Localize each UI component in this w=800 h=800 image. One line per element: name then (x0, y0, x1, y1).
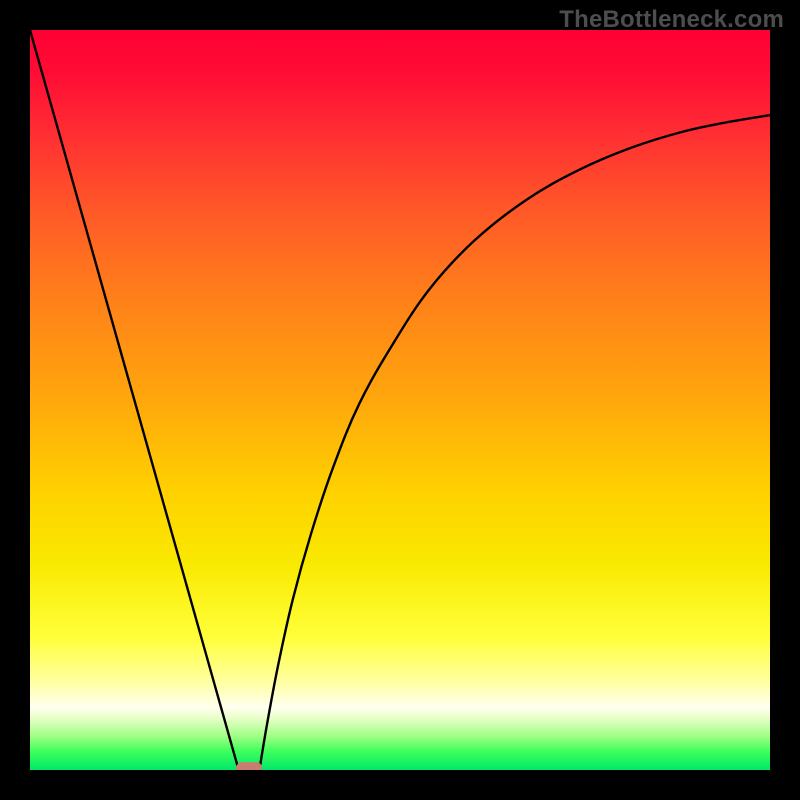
bottleneck-marker (236, 762, 262, 770)
plot-area (30, 30, 770, 770)
left-branch-path (30, 30, 239, 770)
right-branch-path (259, 115, 770, 770)
chart-frame: TheBottleneck.com (0, 0, 800, 800)
curve-layer (30, 30, 770, 770)
watermark-text: TheBottleneck.com (559, 6, 784, 34)
